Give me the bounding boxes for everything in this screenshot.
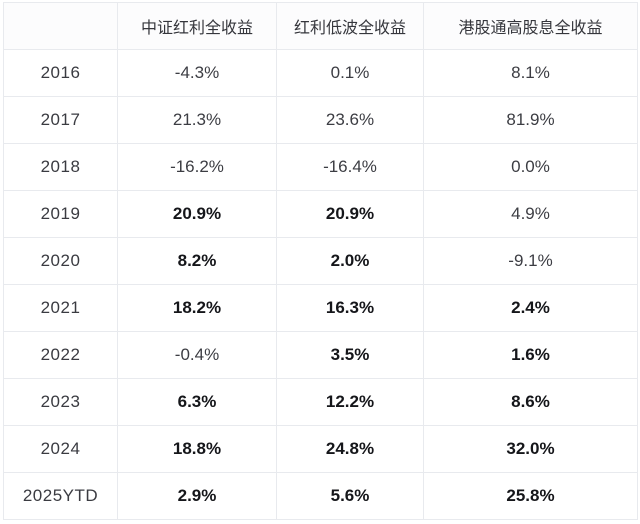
year-cell: 2024	[3, 425, 118, 473]
value-cell: 16.3%	[276, 284, 424, 332]
table-row: 2023 6.3% 12.2% 8.6%	[3, 378, 638, 426]
table-row: 2022 -0.4% 3.5% 1.6%	[3, 331, 638, 379]
value-cell: 1.6%	[423, 331, 638, 379]
value-cell: 8.6%	[423, 378, 638, 426]
year-cell: 2017	[3, 96, 118, 144]
year-cell: 2018	[3, 143, 118, 191]
value-cell: 20.9%	[117, 190, 277, 238]
value-cell: 21.3%	[117, 96, 277, 144]
value-cell: 3.5%	[276, 331, 424, 379]
value-cell: 24.8%	[276, 425, 424, 473]
value-cell: 4.9%	[423, 190, 638, 238]
value-cell: -4.3%	[117, 49, 277, 97]
annual-returns-table-wrap: 中证红利全收益 红利低波全收益 港股通高股息全收益 2016 -4.3% 0.1% 8…	[3, 2, 638, 520]
value-cell: -9.1%	[423, 237, 638, 285]
value-cell: 23.6%	[276, 96, 424, 144]
value-cell: 32.0%	[423, 425, 638, 473]
table-row: 2024 18.8% 24.8% 32.0%	[3, 425, 638, 473]
table-row: 2021 18.2% 16.3% 2.4%	[3, 284, 638, 332]
year-cell: 2020	[3, 237, 118, 285]
value-cell: 81.9%	[423, 96, 638, 144]
year-cell: 2023	[3, 378, 118, 426]
header-row: 中证红利全收益 红利低波全收益 港股通高股息全收益	[3, 2, 638, 50]
year-cell: 2025YTD	[3, 472, 118, 520]
value-cell: 2.4%	[423, 284, 638, 332]
value-cell: 8.2%	[117, 237, 277, 285]
header-csi-dividend-total-return: 中证红利全收益	[117, 2, 277, 50]
year-cell: 2022	[3, 331, 118, 379]
value-cell: 0.0%	[423, 143, 638, 191]
table-row: 2025YTD 2.9% 5.6% 25.8%	[3, 472, 638, 520]
value-cell: 8.1%	[423, 49, 638, 97]
header-empty-cell	[3, 2, 118, 50]
value-cell: -0.4%	[117, 331, 277, 379]
value-cell: 2.9%	[117, 472, 277, 520]
header-dividend-low-vol-total-return: 红利低波全收益	[276, 2, 424, 50]
table-body: 2016 -4.3% 0.1% 8.1% 2017 21.3% 23.6% 81.9% 2018…	[3, 49, 638, 520]
table-row: 2020 8.2% 2.0% -9.1%	[3, 237, 638, 285]
value-cell: -16.4%	[276, 143, 424, 191]
annual-returns-table: 中证红利全收益 红利低波全收益 港股通高股息全收益 2016 -4.3% 0.1% 8…	[3, 2, 638, 520]
value-cell: -16.2%	[117, 143, 277, 191]
value-cell: 0.1%	[276, 49, 424, 97]
year-cell: 2021	[3, 284, 118, 332]
value-cell: 25.8%	[423, 472, 638, 520]
year-cell: 2019	[3, 190, 118, 238]
value-cell: 2.0%	[276, 237, 424, 285]
table-row: 2019 20.9% 20.9% 4.9%	[3, 190, 638, 238]
year-cell: 2016	[3, 49, 118, 97]
table-row: 2016 -4.3% 0.1% 8.1%	[3, 49, 638, 97]
table-row: 2017 21.3% 23.6% 81.9%	[3, 96, 638, 144]
value-cell: 20.9%	[276, 190, 424, 238]
value-cell: 18.8%	[117, 425, 277, 473]
table-row: 2018 -16.2% -16.4% 0.0%	[3, 143, 638, 191]
value-cell: 6.3%	[117, 378, 277, 426]
value-cell: 12.2%	[276, 378, 424, 426]
header-hk-high-dividend-total-return: 港股通高股息全收益	[423, 2, 638, 50]
value-cell: 5.6%	[276, 472, 424, 520]
value-cell: 18.2%	[117, 284, 277, 332]
